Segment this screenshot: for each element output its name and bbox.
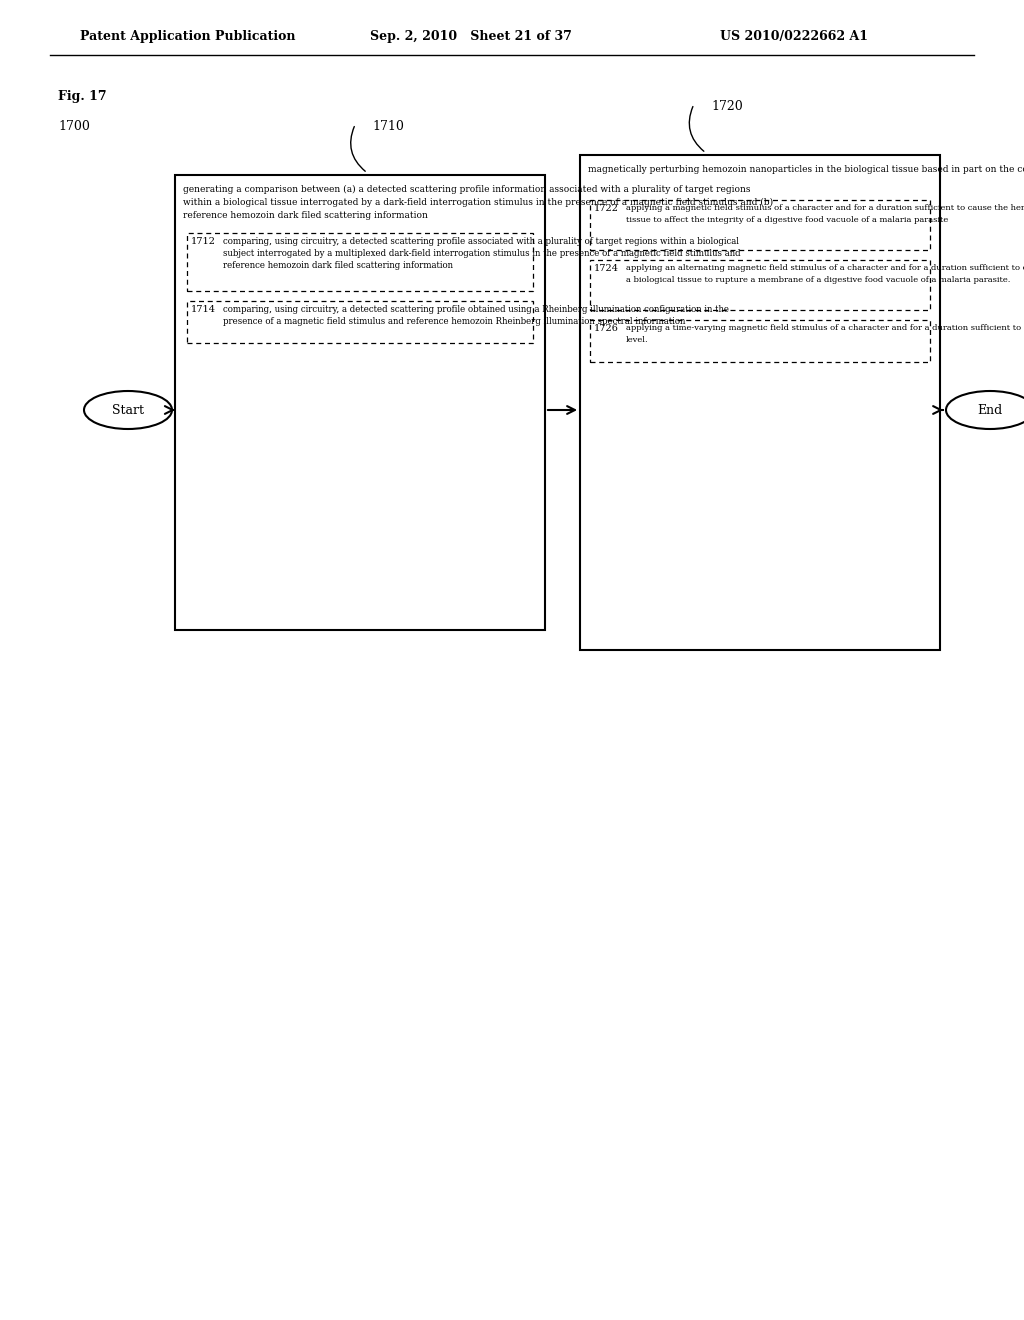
Text: reference hemozoin dark filed scattering information: reference hemozoin dark filed scattering… bbox=[183, 211, 428, 220]
Text: tissue to affect the integrity of a digestive food vacuole of a malaria parasite: tissue to affect the integrity of a dige… bbox=[626, 216, 948, 224]
Text: comparing, using circuitry, a detected scattering profile obtained using a Rhein: comparing, using circuitry, a detected s… bbox=[223, 305, 729, 314]
Text: a biological tissue to rupture a membrane of a digestive food vacuole of a malar: a biological tissue to rupture a membran… bbox=[626, 276, 1011, 284]
Text: generating a comparison between (a) a detected scattering profile information as: generating a comparison between (a) a de… bbox=[183, 185, 751, 194]
Text: Start: Start bbox=[112, 404, 144, 417]
Text: presence of a magnetic field stimulus and reference hemozoin Rheinberg illuminat: presence of a magnetic field stimulus an… bbox=[223, 317, 685, 326]
Ellipse shape bbox=[84, 391, 172, 429]
Ellipse shape bbox=[946, 391, 1024, 429]
Bar bbox=[187, 301, 534, 343]
Text: applying an alternating magnetic field stimulus of a character and for a duratio: applying an alternating magnetic field s… bbox=[626, 264, 1024, 272]
Text: subject interrogated by a multiplexed dark-field interrogation stimulus in the p: subject interrogated by a multiplexed da… bbox=[223, 249, 740, 257]
Text: 1722: 1722 bbox=[594, 205, 618, 213]
Text: End: End bbox=[977, 404, 1002, 417]
Text: within a biological tissue interrogated by a dark-field interrogation stimulus i: within a biological tissue interrogated … bbox=[183, 198, 773, 207]
Text: 1720: 1720 bbox=[711, 100, 742, 114]
Text: level.: level. bbox=[626, 337, 648, 345]
Text: comparing, using circuitry, a detected scattering profile associated with a plur: comparing, using circuitry, a detected s… bbox=[223, 238, 739, 246]
Bar bbox=[187, 234, 534, 290]
Text: applying a magnetic field stimulus of a character and for a duration sufficient : applying a magnetic field stimulus of a … bbox=[626, 205, 1024, 213]
Text: Fig. 17: Fig. 17 bbox=[58, 90, 106, 103]
Text: 1726: 1726 bbox=[594, 323, 618, 333]
Text: 1712: 1712 bbox=[191, 238, 216, 246]
Text: 1714: 1714 bbox=[191, 305, 216, 314]
Bar bbox=[590, 319, 930, 362]
Text: magnetically perturbing hemozoin nanoparticles in the biological tissue based in: magnetically perturbing hemozoin nanopar… bbox=[588, 165, 1024, 174]
Text: Patent Application Publication: Patent Application Publication bbox=[80, 30, 296, 44]
Text: 1724: 1724 bbox=[594, 264, 618, 273]
Text: 1710: 1710 bbox=[373, 120, 404, 133]
Bar bbox=[175, 176, 545, 630]
Bar bbox=[590, 201, 930, 249]
Text: 1700: 1700 bbox=[58, 120, 90, 133]
Bar bbox=[590, 260, 930, 310]
Bar bbox=[580, 154, 940, 649]
Text: reference hemozoin dark filed scattering information: reference hemozoin dark filed scattering… bbox=[223, 261, 453, 271]
Text: US 2010/0222662 A1: US 2010/0222662 A1 bbox=[720, 30, 868, 44]
Text: applying a time-varying magnetic field stimulus of a character and for a duratio: applying a time-varying magnetic field s… bbox=[626, 323, 1024, 333]
Text: Sep. 2, 2010   Sheet 21 of 37: Sep. 2, 2010 Sheet 21 of 37 bbox=[370, 30, 571, 44]
